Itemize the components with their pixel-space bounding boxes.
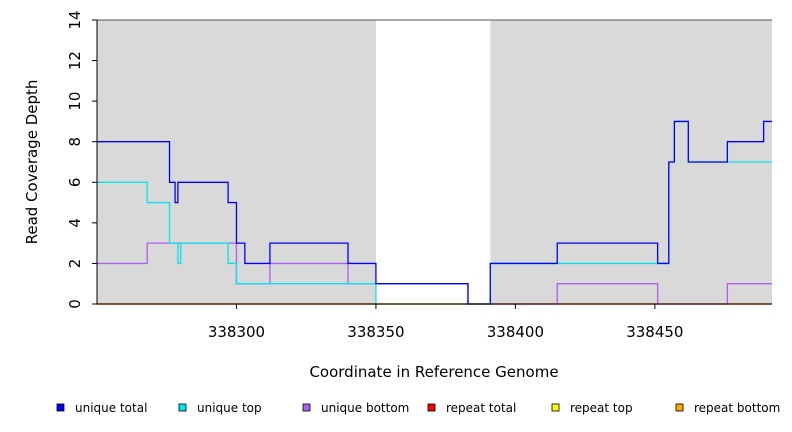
y-axis-title: Read Coverage Depth bbox=[23, 80, 41, 245]
x-tick-label: 338450 bbox=[626, 323, 683, 341]
series-unique-total bbox=[97, 120, 772, 305]
legend-item-unique-bottom: unique bottom bbox=[302, 401, 409, 415]
legend: unique total unique top unique bottom repea… bbox=[56, 401, 780, 415]
legend-item-unique-total: unique total bbox=[56, 401, 147, 415]
legend-item-unique-top: unique top bbox=[178, 401, 262, 415]
y-tick-label: 10 bbox=[66, 92, 84, 111]
legend-label: unique top bbox=[197, 401, 262, 415]
legend-item-repeat-top: repeat top bbox=[551, 401, 633, 415]
legend-label: repeat top bbox=[570, 401, 633, 415]
legend-label: unique bottom bbox=[321, 401, 409, 415]
y-tick-label: 12 bbox=[66, 51, 84, 70]
y-tick-label: 8 bbox=[66, 137, 84, 147]
y-tick-label: 4 bbox=[66, 218, 84, 228]
x-tick-label: 338350 bbox=[347, 323, 404, 341]
x-ticks: 338300 338350 338400 338450 bbox=[208, 304, 683, 341]
legend-item-repeat-bottom: repeat bottom bbox=[675, 401, 780, 415]
legend-label: unique total bbox=[75, 401, 147, 415]
legend-swatch bbox=[178, 403, 187, 412]
x-tick-label: 338300 bbox=[208, 323, 265, 341]
legend-label: repeat bottom bbox=[694, 401, 780, 415]
legend-swatch bbox=[302, 403, 311, 412]
legend-swatch bbox=[675, 403, 684, 412]
y-tick-label: 2 bbox=[66, 259, 84, 269]
legend-label: repeat total bbox=[446, 401, 516, 415]
legend-swatch bbox=[551, 403, 560, 412]
y-tick-label: 14 bbox=[66, 10, 84, 29]
y-tick-label: 0 bbox=[66, 299, 84, 309]
y-ticks: 0 2 4 6 8 10 12 14 bbox=[66, 10, 97, 309]
x-axis-title: Coordinate in Reference Genome bbox=[309, 363, 558, 381]
legend-swatch bbox=[56, 403, 65, 412]
legend-item-repeat-total: repeat total bbox=[427, 401, 516, 415]
y-tick-label: 6 bbox=[66, 178, 84, 188]
x-tick-label: 338400 bbox=[487, 323, 544, 341]
legend-swatch bbox=[427, 403, 436, 412]
